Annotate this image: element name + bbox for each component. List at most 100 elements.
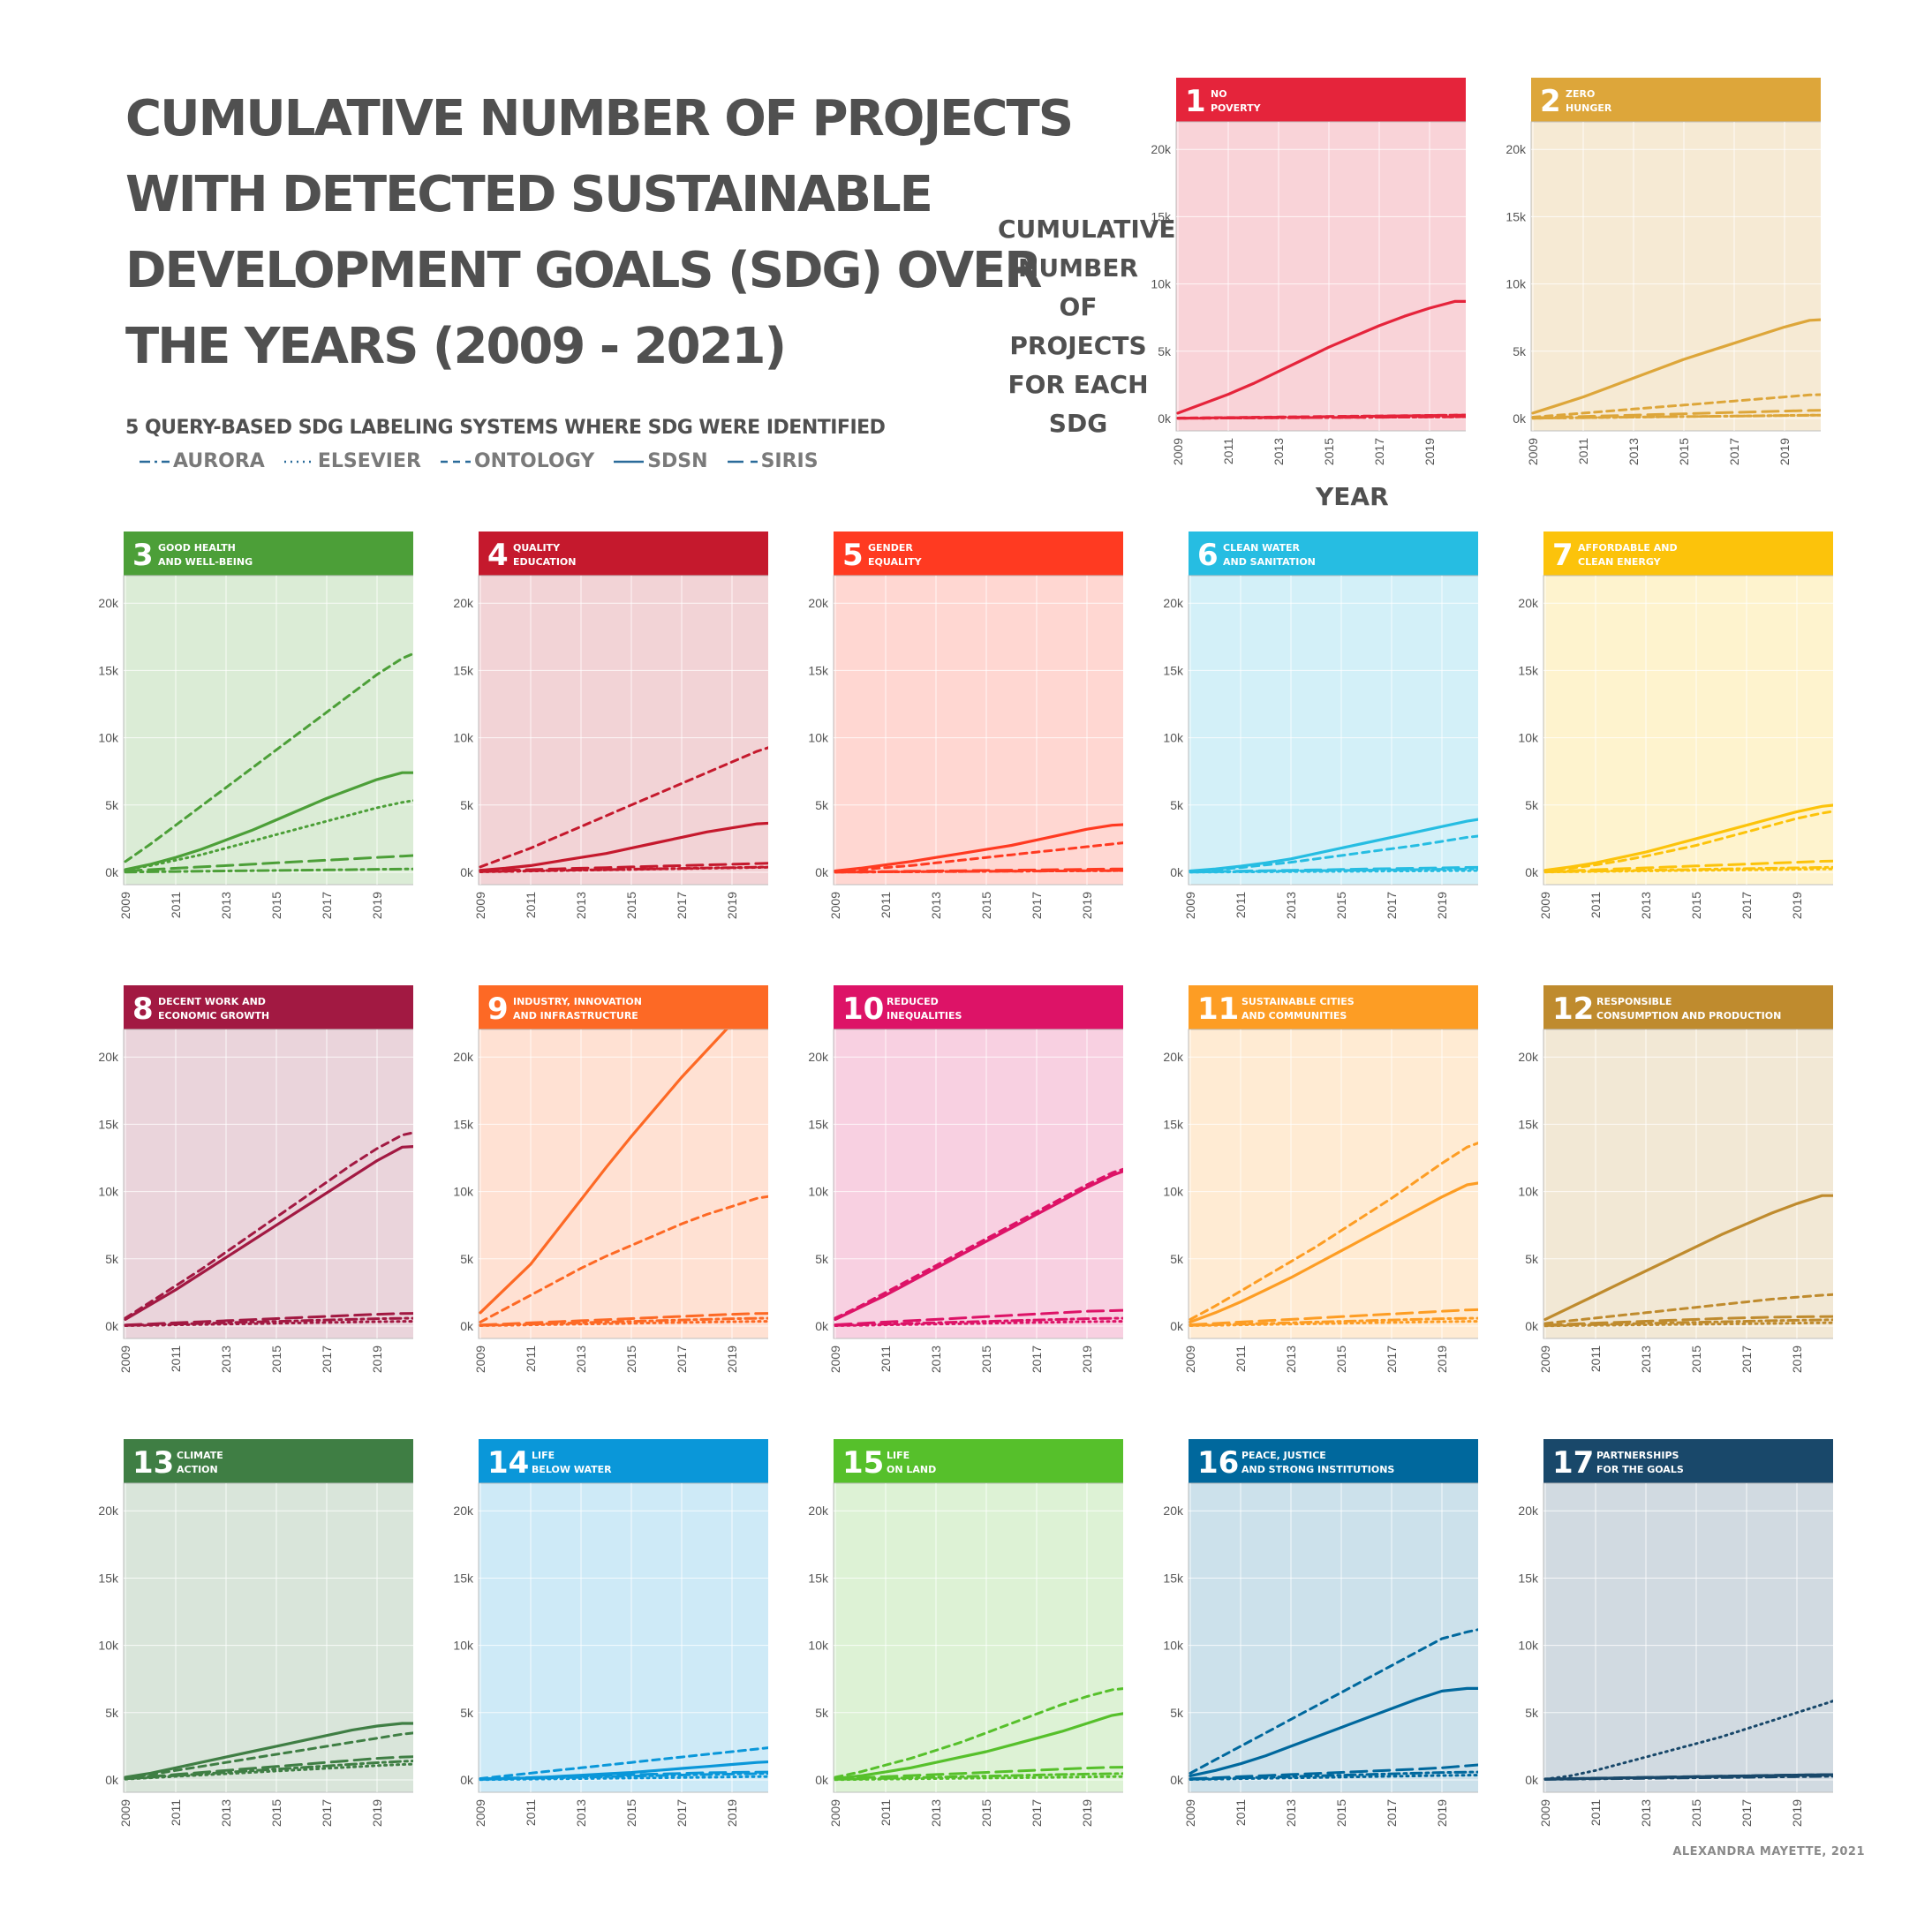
sdg-label-line2: ACTION: [177, 1464, 218, 1475]
x-tick-label: 2011: [524, 892, 538, 918]
x-tick-label: 2009: [473, 892, 487, 919]
series-group: [1531, 318, 1821, 420]
series-line-ontology: [1189, 1142, 1478, 1321]
y-tick-label: 20k: [808, 1504, 829, 1518]
x-tick-label: 2017: [320, 1346, 334, 1373]
y-tick-label: 10k: [1151, 277, 1172, 291]
sdg-header: [1543, 532, 1833, 576]
x-axis-label: YEAR: [1316, 482, 1389, 511]
sdg-label-line2: CONSUMPTION AND PRODUCTION: [1596, 1010, 1781, 1022]
plot-background: [1188, 575, 1478, 886]
sdg-number: 16: [1197, 1445, 1239, 1481]
x-tick-label: 2013: [1639, 892, 1653, 919]
x-tick-label: 2009: [118, 1799, 132, 1827]
plot-background: [1543, 1482, 1833, 1793]
series-line-aurora: [124, 867, 413, 874]
y-tick-label: 20k: [453, 596, 474, 610]
series-group: [1543, 803, 1833, 874]
x-tick-label: 2013: [574, 1346, 588, 1373]
sdg-number: 8: [132, 991, 154, 1027]
sdg-chart-15: 15 LIFE ON LAND 0k 5k 10k 15k 20k 2009 2011 2013 20…: [808, 1439, 1123, 1827]
x-tick-label: 2009: [118, 892, 132, 919]
sdg-panel-17: 17 PARTNERSHIPS FOR THE GOALS 0k 5k 10k 15k 20k…: [1480, 1439, 1833, 1863]
sdg-panel-10: 10 REDUCED INEQUALITIES 0k 5k 10k 15k 20k 2009 20…: [770, 985, 1123, 1409]
y-tick-label: 15k: [453, 663, 474, 677]
plot-background: [1175, 121, 1466, 432]
x-tick-label: 2017: [1030, 1799, 1044, 1827]
y-tick-label: 20k: [1506, 142, 1527, 156]
y-tick-label: 20k: [453, 1504, 474, 1518]
x-tick-label: 2015: [269, 1799, 283, 1827]
y-tick-label: 20k: [1518, 1050, 1539, 1064]
y-tick-label: 5k: [105, 1706, 119, 1720]
x-tick-label: 2011: [524, 1799, 538, 1826]
sdg-chart-16: 16 PEACE, JUSTICE AND STRONG INSTITUTIONS 0…: [1163, 1439, 1478, 1827]
series-line-sdsn: [1543, 1194, 1833, 1321]
legend: AURORA ELSEVIER ONTOLOGY SDSN SIRIS: [140, 450, 819, 472]
x-tick-label: 2015: [1334, 1346, 1348, 1373]
y-tick-label: 5k: [460, 1706, 474, 1720]
y-tick-label: 10k: [98, 1185, 119, 1199]
y-tick-label: 0k: [815, 865, 829, 879]
series-line-siris: [124, 1755, 413, 1780]
sdg-chart-1: 1 NO POVERTY 0k 5k 10k 15k 20k 2009 2011 2013 2015 2…: [1151, 78, 1466, 465]
sdg-number: 11: [1197, 991, 1239, 1027]
y-tick-label: 10k: [808, 1185, 829, 1199]
x-tick-label: 2017: [1385, 892, 1399, 919]
series-line-elsevier: [834, 1775, 1123, 1782]
x-tick-label: 2015: [1689, 1799, 1703, 1827]
sdg-label-line1: SUSTAINABLE CITIES: [1241, 996, 1355, 1007]
legend-item-ontology: ONTOLOGY: [440, 450, 594, 472]
sdg-header: [834, 985, 1123, 1029]
x-tick-label: 2013: [929, 1346, 943, 1373]
x-tick-label: 2017: [675, 892, 689, 919]
series-line-ontology: [124, 652, 413, 863]
y-tick-label: 0k: [1525, 1773, 1539, 1787]
x-tick-label: 2013: [929, 1799, 943, 1827]
y-tick-label: 0k: [815, 1773, 829, 1787]
sdg-header: [479, 985, 768, 1029]
y-tick-label: 10k: [98, 1639, 119, 1653]
series-line-ontology: [834, 841, 1123, 873]
x-tick-label: 2009: [1183, 892, 1197, 919]
series-line-ontology: [124, 1131, 413, 1320]
series-line-sdsn: [479, 1029, 728, 1315]
series-line-ontology: [1189, 1628, 1478, 1775]
x-tick-label: 2013: [574, 892, 588, 919]
sdg-header: [479, 1439, 768, 1483]
x-tick-label: 2015: [1689, 1346, 1703, 1373]
sdg-label-line2: CLEAN ENERGY: [1578, 556, 1662, 568]
plot-background: [1188, 1482, 1478, 1793]
y-tick-label: 0k: [1170, 1773, 1184, 1787]
y-axis-label: CUMULATIVE NUMBER OF PROJECTS FOR EACH S…: [998, 215, 1176, 438]
legend-title: 5 QUERY-BASED SDG LABELING SYSTEMS WHERE…: [125, 417, 886, 439]
sdg-panel-13: 13 CLIMATE ACTION 0k 5k 10k 15k 20k 2009 2011 2013…: [60, 1439, 413, 1863]
series-line-siris: [1189, 1308, 1478, 1326]
x-tick-label: 2017: [1030, 1346, 1044, 1373]
legend-label: SDSN: [647, 450, 708, 472]
series-line-sdsn: [1543, 1773, 1833, 1781]
sdg-label-line1: CLEAN WATER: [1223, 542, 1300, 554]
sdg-header: [1176, 78, 1466, 122]
x-tick-label: 2019: [725, 1346, 739, 1373]
sdg-chart-3: 3 GOOD HEALTH AND WELL-BEING 0k 5k 10k 15k 20k 2…: [98, 532, 413, 919]
sdg-header: [834, 532, 1123, 576]
sdg-chart-4: 4 QUALITY EDUCATION 0k 5k 10k 15k 20k 2009 2011 20…: [453, 532, 768, 919]
y-tick-label: 0k: [1513, 411, 1527, 426]
sdg-number: 7: [1552, 538, 1574, 573]
x-tick-label: 2011: [1589, 892, 1603, 918]
plot-background: [478, 1482, 768, 1793]
sdg-panel-3: 3 GOOD HEALTH AND WELL-BEING 0k 5k 10k 15k 20k 2…: [60, 532, 413, 955]
series-group: [1189, 818, 1478, 874]
y-tick-label: 15k: [1506, 209, 1527, 223]
sdg-label-line2: EQUALITY: [868, 556, 923, 568]
sdg-chart-7: 7 AFFORDABLE AND CLEAN ENERGY 0k 5k 10k 15k 20k…: [1518, 532, 1833, 919]
series-line-elsevier: [834, 1320, 1123, 1327]
y-tick-label: 0k: [815, 1319, 829, 1333]
x-tick-label: 2011: [879, 892, 893, 918]
y-tick-label: 15k: [453, 1117, 474, 1131]
series-group: [479, 1746, 768, 1782]
x-tick-label: 2017: [1385, 1346, 1399, 1373]
series-group: [124, 1131, 413, 1327]
legend-item-sdsn: SDSN: [614, 450, 708, 472]
